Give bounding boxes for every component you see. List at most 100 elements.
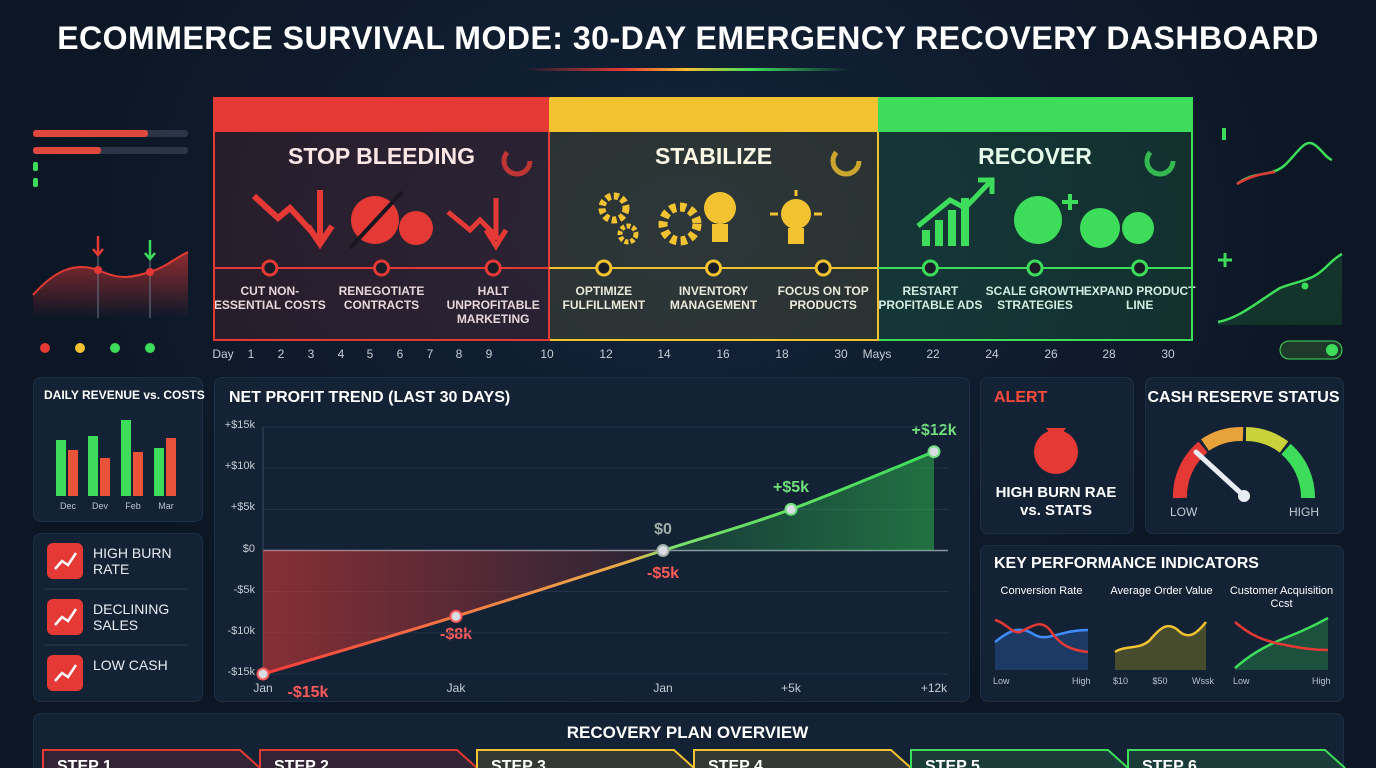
gauge-low: LOW [1170, 505, 1198, 519]
kpi-axis-label: High [1312, 676, 1331, 686]
value-label: +$12k [911, 421, 957, 439]
profit-line [262, 450, 935, 676]
panel-title: DAILY REVENUE vs. COSTS [44, 388, 205, 402]
annotation: -$5k [646, 565, 680, 582]
day-label: 30 [834, 347, 848, 361]
y-tick-label: -$15k [227, 666, 255, 678]
value-label: -$15k [287, 684, 329, 701]
day-label: 22 [926, 347, 940, 361]
warning-label: LOW CASH [93, 657, 168, 673]
bar [88, 436, 98, 496]
day-label: 16 [716, 347, 730, 361]
kpi-axis-label: Low [993, 676, 1010, 686]
step-label: HALT UNPROFITABLE MARKETING [446, 284, 540, 326]
x-tick-label: Dev [91, 501, 108, 511]
panel-title: KEY PERFORMANCE INDICATORS [994, 555, 1259, 572]
bar [121, 420, 131, 496]
kpi-charts [994, 616, 1329, 670]
phase-header [878, 98, 1192, 132]
plan-step: STEP 1 [57, 758, 112, 768]
warning-icon [47, 655, 83, 691]
step-node [814, 259, 832, 277]
data-point [656, 544, 670, 557]
y-tick-label: -$10k [227, 624, 255, 637]
day-label: 3 [307, 347, 315, 361]
warning-icon [47, 543, 83, 579]
step-node [705, 259, 722, 277]
page-title: ECOMMERCE SURVIVAL MODE: 30-DAY EMERGENC… [57, 20, 1319, 56]
chart-title: NET PROFIT TREND (LAST 30 DAYS) [229, 389, 511, 406]
day-label: 14 [657, 347, 671, 361]
phase-title: STABILIZE [654, 143, 773, 169]
x-tick-label: Jan [653, 681, 673, 695]
title-underline [525, 68, 850, 71]
alert-icon-top [1046, 428, 1066, 436]
bar [166, 438, 176, 496]
step-chevron [1127, 749, 1346, 768]
step-chevron [259, 749, 478, 768]
plan-step: STEP 4 [708, 758, 763, 768]
plan-step: STEP 2 [274, 758, 329, 768]
value-label: $0 [654, 520, 672, 538]
x-tick-label: +12k [920, 681, 948, 695]
warning-label: DECLINING SALES [93, 601, 170, 633]
phase-title: STOP BLEEDING [287, 143, 476, 169]
cash-panel [1145, 377, 1344, 534]
y-tick-label: $0 [242, 542, 255, 555]
day-label: Mays [862, 347, 892, 361]
day-label: 24 [985, 347, 999, 361]
kpi-axis-label: Wssk [1192, 676, 1214, 686]
warning-glyph [54, 608, 78, 626]
kpi-title: Customer Acquisition Ccst [1229, 585, 1334, 610]
step-label: CUT NON-ESSENTIAL COSTS [213, 284, 326, 312]
phase-icons [251, 177, 1154, 251]
y-tick-label: +$10k [224, 460, 255, 473]
day-label: 2 [277, 347, 285, 361]
step-chevron [476, 749, 695, 768]
step-label: EXPAND PRODUCT LINE [1083, 284, 1196, 312]
step-node [261, 259, 279, 277]
phase-progress [501, 145, 533, 177]
kpi-title: Conversion Rate [1000, 585, 1083, 597]
kpi-title: Average Order Value [1110, 585, 1213, 597]
phase-progress [830, 145, 862, 177]
step-label: INVENTORY MANAGEMENT [669, 284, 758, 312]
step-chevron [693, 749, 912, 768]
alert-text: HIGH BURN RAE vs. STATS [995, 484, 1117, 519]
x-tick-label: Jak [446, 681, 466, 695]
day-label: 26 [1044, 347, 1058, 361]
day-label: 4 [337, 347, 345, 361]
x-tick-label: +5k [781, 681, 801, 695]
step-node [595, 259, 613, 277]
data-point [784, 502, 798, 516]
bar [154, 448, 164, 496]
day-label: 28 [1102, 347, 1116, 361]
x-tick-label: Feb [125, 501, 141, 511]
bar [133, 452, 143, 496]
gauge-high: HIGH [1289, 505, 1319, 519]
y-tick-label: +$5k [230, 501, 255, 514]
warning-glyph [54, 552, 78, 570]
bar [68, 450, 78, 496]
alert-title: ALERT [994, 389, 1048, 406]
bar [56, 440, 66, 496]
panel-title: RECOVERY PLAN OVERVIEW [566, 723, 809, 742]
phase-header [549, 98, 878, 132]
warning-label: HIGH BURN RATE [93, 545, 172, 577]
day-label: 30 [1161, 347, 1175, 361]
data-point [256, 667, 270, 681]
y-tick-label: -$5k [233, 583, 255, 596]
kpi-axis-label: $10 [1113, 676, 1129, 686]
value-label: -$8k [439, 626, 473, 644]
step-node [1131, 259, 1149, 277]
phase-progress [1144, 145, 1176, 177]
warning-icon [47, 599, 83, 635]
value-label: +$5k [772, 479, 810, 497]
step-chevron [910, 749, 1129, 768]
day-label: 8 [455, 347, 463, 361]
x-tick-label: Dec [59, 501, 76, 511]
day-label: 7 [426, 347, 434, 361]
x-tick-label: Mar [158, 501, 174, 511]
day-label: 12 [599, 347, 613, 361]
step-chevron [42, 749, 261, 768]
